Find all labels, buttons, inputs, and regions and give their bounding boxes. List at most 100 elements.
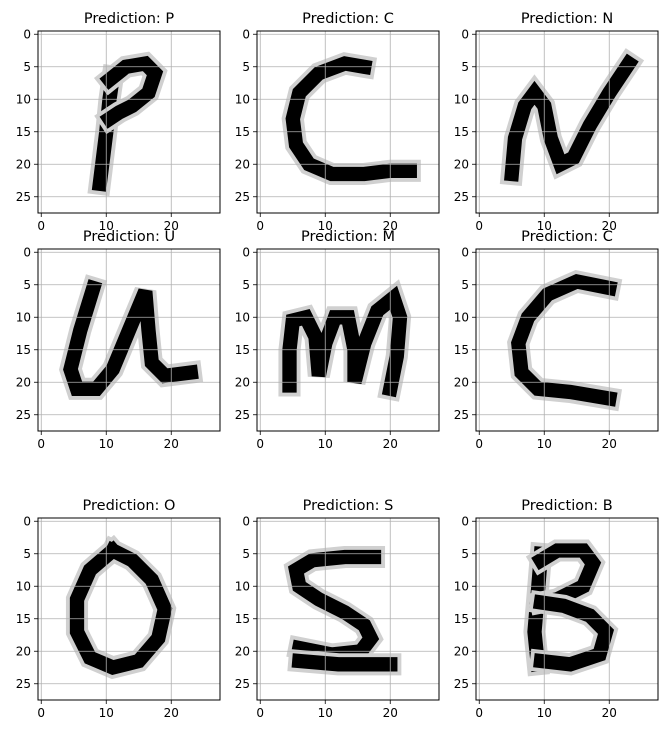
y-tick-label: 10 bbox=[454, 310, 469, 324]
x-tick-label: 10 bbox=[537, 706, 552, 720]
letter-image bbox=[499, 48, 645, 186]
panel-title: Prediction: P bbox=[84, 11, 175, 27]
y-tick-label: 10 bbox=[235, 310, 250, 324]
x-tick-label: 0 bbox=[475, 437, 483, 451]
letter-stroke bbox=[504, 53, 639, 182]
y-tick-label: 20 bbox=[235, 375, 250, 389]
y-tick-label: 10 bbox=[16, 579, 31, 593]
y-tick-label: 25 bbox=[454, 190, 469, 204]
x-tick-label: 0 bbox=[475, 219, 483, 233]
letter-stroke bbox=[511, 274, 618, 407]
axes-frame bbox=[475, 517, 659, 701]
y-tick-label: 10 bbox=[454, 579, 469, 593]
panel-title: Prediction: B bbox=[521, 498, 612, 514]
y-tick-label: 25 bbox=[16, 677, 31, 691]
y-tick-label: 25 bbox=[235, 677, 250, 691]
y-tick-label: 20 bbox=[16, 644, 31, 658]
y-tick-label: 0 bbox=[23, 514, 31, 528]
y-tick-label: 15 bbox=[16, 125, 31, 139]
y-tick-label: 0 bbox=[23, 27, 31, 41]
axes-frame bbox=[256, 517, 440, 701]
panel-title: Prediction: N bbox=[521, 11, 613, 27]
y-tick-label: 10 bbox=[235, 579, 250, 593]
x-tick-label: 20 bbox=[602, 219, 617, 233]
letter-image bbox=[523, 539, 619, 677]
y-tick-label: 20 bbox=[16, 157, 31, 171]
y-tick-label: 5 bbox=[461, 60, 469, 74]
y-tick-label: 20 bbox=[235, 644, 250, 658]
y-tick-label: 15 bbox=[16, 612, 31, 626]
letter-image bbox=[507, 269, 623, 412]
y-tick-label: 20 bbox=[235, 157, 250, 171]
axes-frame bbox=[256, 248, 440, 432]
y-tick-label: 20 bbox=[454, 375, 469, 389]
y-tick-label: 5 bbox=[242, 60, 250, 74]
x-tick-label: 20 bbox=[383, 437, 398, 451]
letter-image bbox=[283, 545, 402, 676]
panel-1: 0 10 20 0 5 10 15 20 25 Prediction: P bbox=[16, 11, 221, 233]
axes-frame bbox=[37, 30, 221, 214]
x-tick-label: 20 bbox=[383, 706, 398, 720]
y-tick-label: 10 bbox=[16, 92, 31, 106]
axes-frame bbox=[37, 517, 221, 701]
y-tick-label: 10 bbox=[454, 92, 469, 106]
x-tick-label: 10 bbox=[318, 437, 333, 451]
y-tick-label: 0 bbox=[242, 245, 250, 259]
letter-stroke bbox=[99, 55, 164, 129]
x-tick-label: 0 bbox=[37, 219, 45, 233]
y-tick-label: 20 bbox=[16, 375, 31, 389]
x-tick-label: 0 bbox=[475, 706, 483, 720]
axes-frame bbox=[475, 248, 659, 432]
letter-stroke bbox=[69, 540, 173, 676]
x-tick-label: 0 bbox=[37, 437, 45, 451]
y-tick-label: 15 bbox=[454, 343, 469, 357]
x-tick-label: 10 bbox=[99, 706, 114, 720]
letter-stroke bbox=[291, 653, 398, 672]
y-tick-label: 0 bbox=[242, 27, 250, 41]
y-tick-label: 5 bbox=[242, 547, 250, 561]
y-tick-label: 15 bbox=[235, 612, 250, 626]
panel-9: 0 10 20 0 5 10 15 20 25 Prediction: B bbox=[454, 498, 659, 720]
panel-title: Prediction: C bbox=[521, 229, 613, 245]
x-tick-label: 10 bbox=[318, 706, 333, 720]
y-tick-label: 15 bbox=[235, 343, 250, 357]
x-tick-label: 0 bbox=[37, 706, 45, 720]
panel-title: Prediction: O bbox=[83, 498, 176, 514]
y-tick-label: 15 bbox=[454, 612, 469, 626]
y-tick-label: 25 bbox=[16, 190, 31, 204]
y-tick-label: 25 bbox=[235, 408, 250, 422]
x-tick-label: 10 bbox=[99, 219, 114, 233]
x-tick-label: 10 bbox=[537, 219, 552, 233]
letter-stroke bbox=[285, 56, 417, 182]
y-tick-label: 20 bbox=[454, 157, 469, 171]
y-tick-label: 5 bbox=[23, 278, 31, 292]
panel-title: Prediction: U bbox=[83, 229, 175, 245]
x-tick-label: 0 bbox=[256, 437, 264, 451]
y-tick-label: 10 bbox=[16, 310, 31, 324]
y-tick-label: 5 bbox=[461, 278, 469, 292]
y-tick-label: 0 bbox=[461, 245, 469, 259]
x-tick-label: 0 bbox=[256, 219, 264, 233]
y-tick-label: 15 bbox=[454, 125, 469, 139]
y-tick-label: 0 bbox=[461, 27, 469, 41]
y-tick-label: 20 bbox=[454, 644, 469, 658]
y-tick-label: 5 bbox=[461, 547, 469, 561]
panel-title: Prediction: C bbox=[302, 11, 394, 27]
y-tick-label: 0 bbox=[23, 245, 31, 259]
panel-6: 0 10 20 0 5 10 15 20 25 Prediction: C bbox=[454, 229, 659, 451]
x-tick-label: 0 bbox=[256, 706, 264, 720]
panel-8: 0 10 20 0 5 10 15 20 25 Prediction: S bbox=[235, 498, 440, 720]
letter-stroke bbox=[532, 594, 615, 672]
x-tick-label: 20 bbox=[602, 706, 617, 720]
panel-title: Prediction: S bbox=[303, 498, 394, 514]
y-tick-label: 25 bbox=[454, 677, 469, 691]
x-tick-label: 10 bbox=[99, 437, 114, 451]
y-tick-label: 25 bbox=[235, 190, 250, 204]
x-tick-label: 10 bbox=[537, 437, 552, 451]
x-tick-label: 20 bbox=[164, 219, 179, 233]
y-tick-label: 0 bbox=[242, 514, 250, 528]
x-tick-label: 20 bbox=[164, 706, 179, 720]
x-tick-label: 20 bbox=[164, 437, 179, 451]
panel-title: Prediction: M bbox=[301, 229, 395, 245]
